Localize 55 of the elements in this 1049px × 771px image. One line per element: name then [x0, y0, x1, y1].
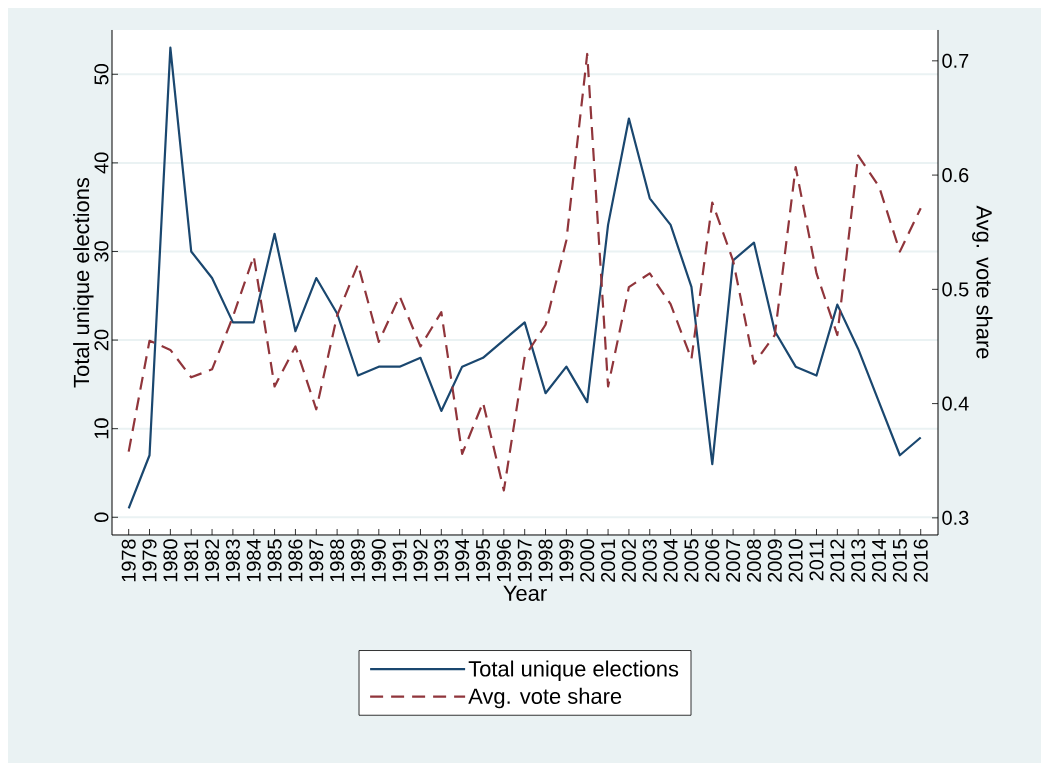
y2-tick-label: 0.4	[942, 396, 969, 411]
x-tick-label: 1996	[496, 539, 511, 582]
x-tick-label: 1999	[559, 539, 574, 582]
y-tick-label: 50	[94, 63, 109, 85]
y-axis-title: Total unique elections	[73, 177, 94, 388]
y-tick-label: 0	[94, 512, 109, 523]
x-tick-label: 1992	[413, 539, 428, 582]
x-tick-label: 1979	[142, 539, 157, 582]
x-tick-label: 2007	[726, 539, 741, 582]
x-tick-label: 1993	[434, 539, 449, 582]
y2-axis-title: Avg. vote share	[972, 205, 993, 359]
x-tick-label: 2011	[809, 539, 824, 581]
y-tick-label: 10	[94, 418, 109, 439]
y-tick-label: 20	[94, 329, 109, 351]
y2-tick-label: 0.6	[942, 168, 969, 183]
x-tick-label: 1994	[455, 539, 470, 582]
legend-label: Avg. vote share	[468, 687, 622, 709]
y-tick-label: 40	[94, 152, 109, 174]
x-tick-label: 1978	[121, 539, 136, 582]
x-tick-label: 1998	[538, 539, 553, 582]
y2-tick-label: 0.5	[942, 282, 969, 297]
x-tick-label: 2016	[913, 539, 928, 582]
x-tick-label: 1983	[225, 539, 240, 582]
x-tick-label: 1995	[475, 539, 491, 582]
x-tick-label: 2012	[830, 539, 845, 582]
y2-tick-label: 0.7	[942, 53, 969, 68]
x-tick-label: 1991	[392, 539, 407, 582]
x-tick-label: 1986	[288, 539, 303, 582]
x-tick-label: 1984	[246, 539, 261, 582]
x-tick-label: 2009	[767, 539, 782, 582]
x-tick-label: 1989	[350, 539, 365, 582]
x-tick-label: 2003	[642, 539, 657, 582]
x-tick-label: 1988	[330, 539, 345, 582]
x-tick-label: 1981	[184, 539, 199, 582]
x-tick-label: 2013	[851, 539, 866, 582]
x-tick-label: 2005	[684, 539, 699, 582]
x-tick-label: 2008	[746, 539, 762, 582]
y2-tick-label: 0.3	[942, 510, 969, 525]
x-tick-label: 1985	[267, 539, 282, 582]
x-tick-label: 2010	[788, 539, 803, 582]
x-tick-label: 1980	[163, 539, 178, 582]
x-tick-label: 2000	[580, 539, 595, 582]
x-tick-label: 2001	[601, 539, 616, 582]
x-tick-label: 2004	[663, 539, 678, 582]
x-tick-label: 2014	[871, 539, 887, 582]
x-tick-label: 2006	[705, 539, 720, 582]
x-tick-label: 1997	[517, 539, 532, 582]
x-tick-label: 1987	[309, 539, 324, 582]
x-axis-title: Year	[503, 585, 547, 601]
x-tick-label: 2015	[892, 539, 907, 582]
x-tick-label: 1990	[371, 539, 386, 582]
y-tick-label: 30	[94, 241, 109, 262]
legend-label: Total unique elections	[468, 660, 679, 681]
x-tick-label: 2002	[621, 539, 636, 582]
x-tick-label: 1982	[205, 539, 220, 582]
